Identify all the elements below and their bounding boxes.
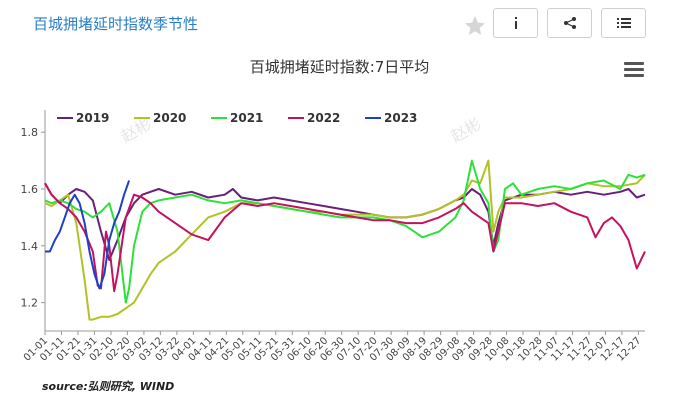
chart-container: 百城拥堵延时指数:7日平均 — [0, 48, 679, 402]
y-tick-label: 1.6 — [21, 183, 39, 196]
share-icon — [563, 17, 576, 29]
chart-source: source:弘则研究, WIND — [42, 380, 175, 393]
list-button[interactable] — [601, 8, 646, 38]
share-button[interactable] — [547, 8, 592, 38]
info-button[interactable] — [493, 8, 538, 38]
series-line-2022 — [44, 182, 646, 293]
y-tick-label: 1.4 — [21, 240, 39, 253]
line-chart: 赵彬 赵彬1.21.41.61.801-0101-1101-2101-3102-1… — [21, 110, 646, 364]
legend-label-2019: 2019 — [76, 111, 109, 125]
legend-label-2021: 2021 — [230, 111, 263, 125]
hamburger-menu-icon[interactable] — [624, 62, 644, 78]
legend-label-2023: 2023 — [384, 111, 417, 125]
series-line-2021 — [44, 159, 646, 304]
y-tick-label: 1.2 — [21, 297, 39, 310]
legend-label-2020: 2020 — [153, 111, 186, 125]
star-icon[interactable] — [463, 14, 487, 38]
page-header: 百城拥堵延时指数季节性 — [0, 0, 679, 48]
page-title: 百城拥堵延时指数季节性 — [33, 15, 199, 33]
chart-title: 百城拥堵延时指数:7日平均 — [249, 58, 430, 76]
series-line-2023 — [45, 180, 131, 290]
info-icon — [514, 17, 517, 29]
watermark-text: 赵彬 — [448, 114, 485, 146]
series-line-2020 — [44, 159, 646, 321]
y-tick-label: 1.8 — [21, 126, 39, 139]
legend-label-2022: 2022 — [307, 111, 340, 125]
list-icon — [616, 18, 631, 28]
